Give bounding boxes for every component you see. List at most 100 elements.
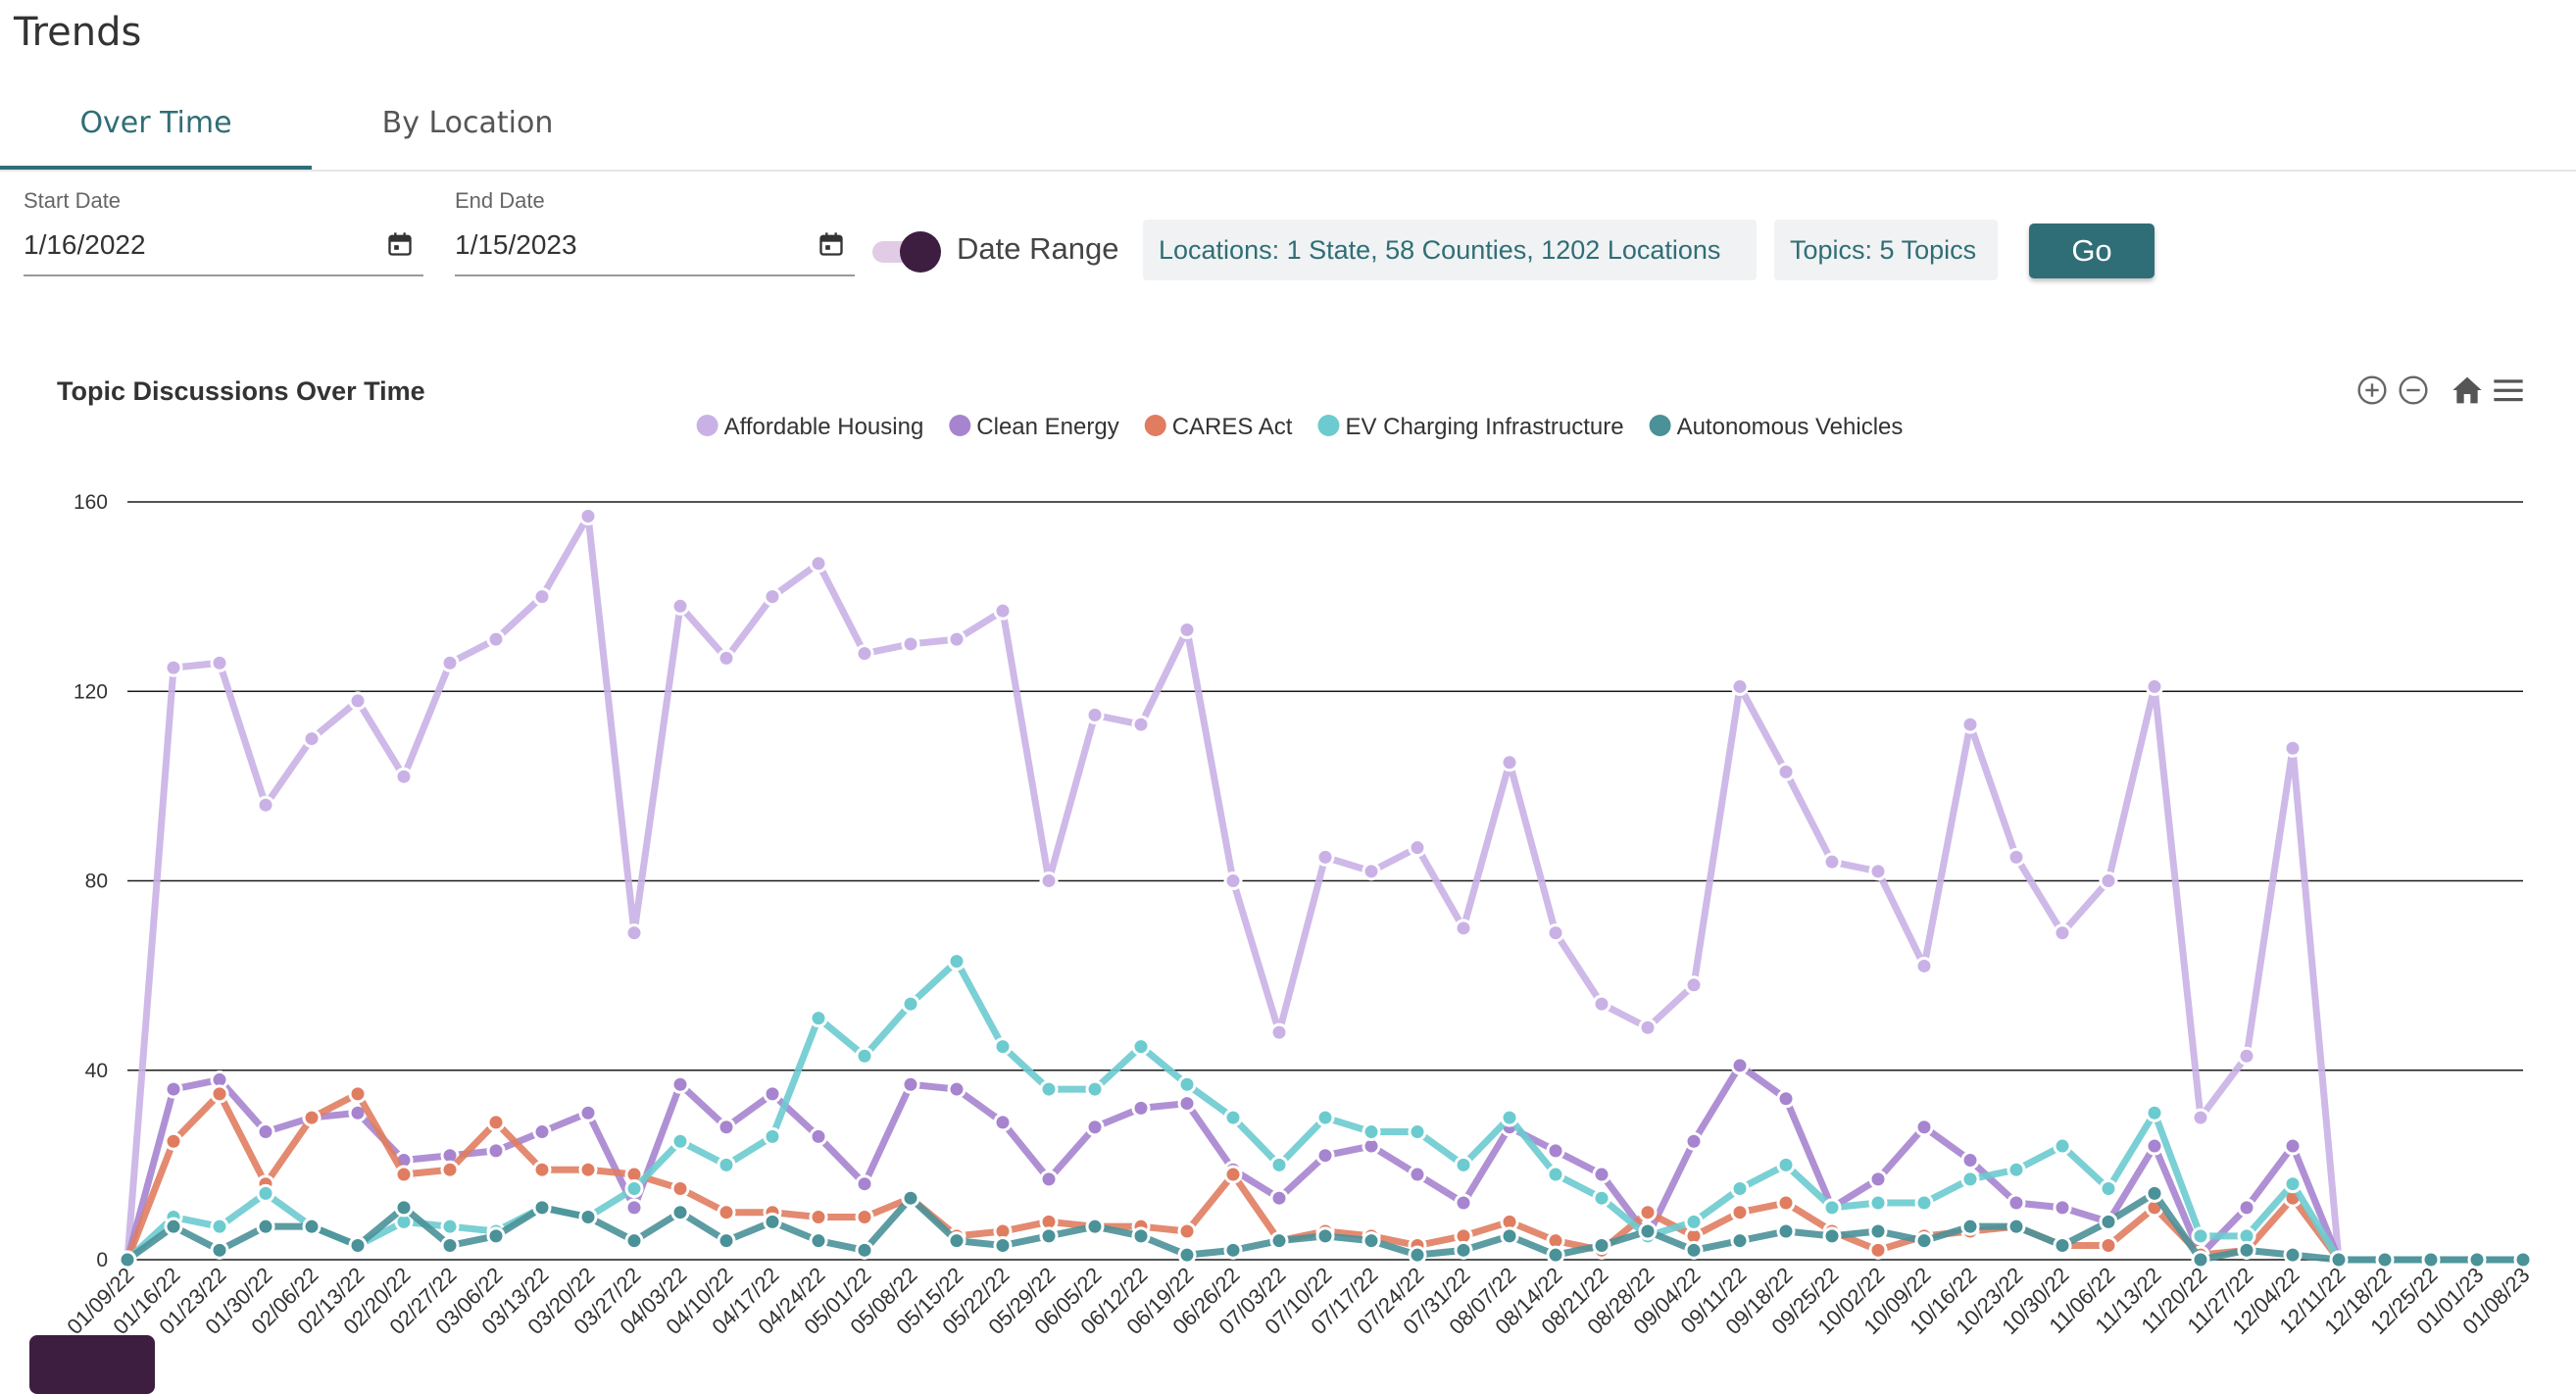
data-point: [1408, 838, 1427, 858]
data-point: [1362, 1122, 1381, 1142]
data-point: [1085, 705, 1105, 724]
data-point: [1868, 1170, 1888, 1189]
menu-icon[interactable]: [2492, 374, 2525, 406]
data-point: [855, 1174, 874, 1194]
data-point: [2329, 1250, 2349, 1270]
data-point: [2053, 1198, 2072, 1218]
data-point: [1730, 1203, 1750, 1222]
data-point: [1730, 1231, 1750, 1251]
data-point: [1131, 1037, 1151, 1057]
legend-label: Affordable Housing: [724, 414, 924, 440]
start-date-label: Start Date: [24, 188, 122, 213]
data-point: [670, 1203, 690, 1222]
data-point: [164, 1079, 183, 1099]
topics-chip[interactable]: Topics: 5 Topics: [1774, 220, 1998, 280]
data-point: [1960, 715, 1980, 734]
data-point: [440, 1160, 460, 1179]
y-axis-ticks: 0 40 80 120 160: [74, 491, 108, 1271]
data-point: [993, 1113, 1013, 1132]
data-point: [763, 587, 782, 607]
data-point: [1776, 1155, 1796, 1174]
legend-marker: [949, 415, 971, 436]
data-point: [2053, 923, 2072, 943]
zoom-out-icon[interactable]: [2398, 374, 2429, 406]
data-point: [1546, 1141, 1565, 1161]
chart-legend: Affordable Housing Clean Energy CARES Act E…: [696, 414, 1903, 440]
data-point: [1684, 975, 1704, 995]
data-point: [1131, 1098, 1151, 1118]
data-point: [1454, 1193, 1473, 1213]
calendar-icon[interactable]: [817, 229, 845, 259]
data-point: [302, 729, 322, 749]
legend-item: EV Charging Infrastructure: [1317, 414, 1624, 440]
data-point: [1269, 1231, 1289, 1251]
data-point: [394, 1165, 414, 1184]
data-point: [809, 554, 828, 573]
y-tick-label: 0: [96, 1249, 108, 1271]
data-point: [1177, 1094, 1197, 1114]
home-icon[interactable]: [2451, 374, 2484, 406]
data-point: [486, 1113, 506, 1132]
data-point: [1039, 871, 1059, 890]
data-point: [532, 1160, 552, 1179]
data-point: [901, 634, 920, 654]
data-point: [486, 1226, 506, 1246]
data-point: [670, 1179, 690, 1199]
start-date-input[interactable]: [24, 229, 357, 261]
data-point: [302, 1108, 322, 1127]
data-point: [947, 1079, 966, 1099]
date-range-toggle[interactable]: [872, 231, 943, 273]
data-point: [1914, 1193, 1934, 1213]
data-point: [440, 1217, 460, 1236]
data-point: [1960, 1170, 1980, 1189]
floating-action-button[interactable]: [29, 1335, 155, 1394]
data-point: [1454, 1240, 1473, 1260]
data-point: [1776, 1221, 1796, 1241]
chart-series: [118, 506, 2533, 1270]
data-point: [1730, 676, 1750, 696]
data-point: [763, 1212, 782, 1231]
data-point: [1546, 923, 1565, 943]
data-point: [486, 629, 506, 649]
go-button[interactable]: Go: [2029, 224, 2155, 278]
data-point: [624, 1231, 644, 1251]
data-point: [2099, 1236, 2118, 1256]
data-point: [993, 601, 1013, 621]
data-point: [993, 1037, 1013, 1057]
data-point: [2006, 1193, 2026, 1213]
legend-item: CARES Act: [1144, 414, 1293, 440]
data-point: [578, 1160, 598, 1179]
data-point: [1960, 1151, 1980, 1170]
data-point: [1500, 753, 1519, 772]
data-point: [1592, 1236, 1611, 1256]
legend-marker: [696, 415, 718, 436]
data-point: [2283, 738, 2303, 758]
series-autonomous-vehicles: [118, 1183, 2533, 1270]
locations-chip[interactable]: Locations: 1 State, 58 Counties, 1202 Lo…: [1143, 220, 1757, 280]
data-point: [1592, 1165, 1611, 1184]
data-point: [1269, 1188, 1289, 1208]
end-date-label: End Date: [455, 188, 545, 213]
data-point: [2513, 1250, 2533, 1270]
data-point: [2006, 847, 2026, 867]
data-point: [1684, 1240, 1704, 1260]
data-point: [901, 1188, 920, 1208]
data-point: [1822, 852, 1842, 871]
zoom-in-icon[interactable]: [2356, 374, 2388, 406]
end-date-input[interactable]: [455, 229, 788, 261]
calendar-icon[interactable]: [386, 229, 414, 259]
data-point: [1362, 1231, 1381, 1251]
legend-marker: [1317, 415, 1340, 436]
data-point: [2145, 1103, 2164, 1122]
data-point: [2145, 1136, 2164, 1156]
data-point: [1776, 762, 1796, 781]
tab-over-time[interactable]: Over Time: [0, 88, 312, 170]
data-point: [763, 1126, 782, 1146]
data-point: [578, 1103, 598, 1122]
data-point: [1914, 1231, 1934, 1251]
end-date-field: End Date: [455, 184, 855, 276]
tab-by-location[interactable]: By Location: [381, 106, 554, 140]
data-point: [1177, 1245, 1197, 1265]
data-point: [302, 1217, 322, 1236]
data-point: [855, 1208, 874, 1227]
